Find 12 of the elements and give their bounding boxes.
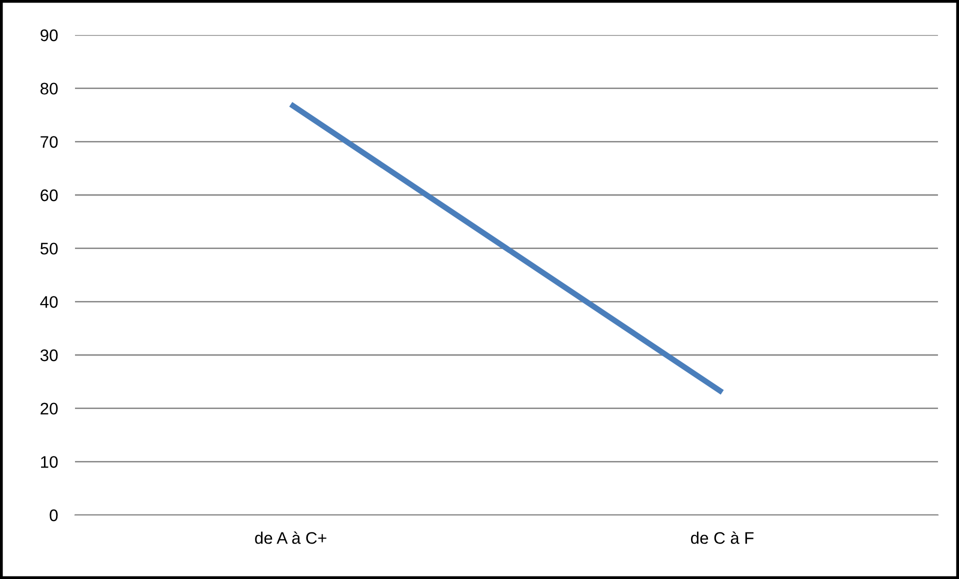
y-tick-label: 90 (40, 29, 58, 42)
y-tick-label: 20 (40, 402, 58, 415)
y-tick-label: 40 (40, 296, 58, 308)
y-tick-label: 50 (40, 242, 58, 255)
x-tick-label: de C à F (690, 531, 754, 544)
y-tick-label: 10 (41, 456, 58, 468)
y-tick-label: 80 (40, 82, 58, 95)
x-tick-label: de A à C+ (255, 531, 326, 544)
y-tick-label: 30 (40, 349, 58, 362)
y-tick-label: 0 (50, 509, 58, 522)
y-tick-label: 70 (40, 136, 58, 148)
y-tick-label: 60 (40, 189, 58, 202)
